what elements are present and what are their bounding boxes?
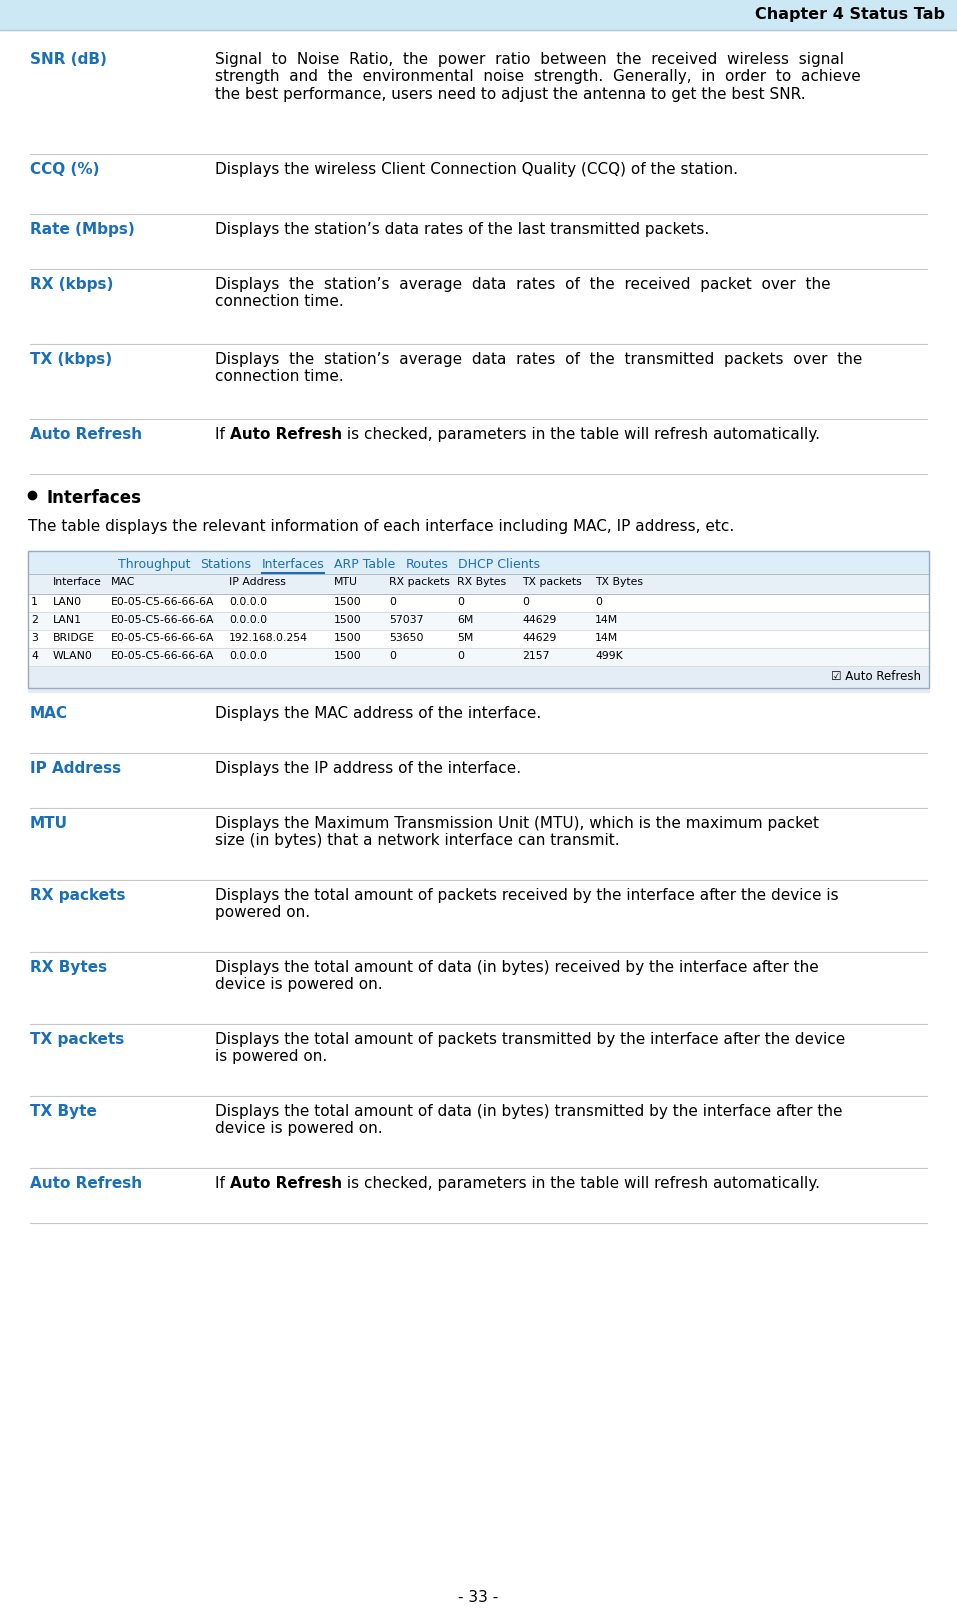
Bar [28,574,929,594]
Text: IP Address: IP Address [30,760,122,777]
Bar [28,630,929,648]
Text: Auto Refresh: Auto Refresh [230,427,342,441]
Text: Interface: Interface [53,577,101,586]
Text: Throughput: Throughput [118,557,190,570]
Text: LAN0: LAN0 [53,598,82,607]
Text: 0.0.0.0: 0.0.0.0 [229,598,267,607]
Bar [0,0,957,31]
Text: MTU: MTU [30,817,68,831]
Text: TX packets: TX packets [30,1033,124,1047]
Text: 499K: 499K [595,651,623,661]
Text: E0-05-C5-66-66-6A: E0-05-C5-66-66-6A [111,598,214,607]
Text: LAN1: LAN1 [53,615,82,625]
Text: TX packets: TX packets [522,577,582,586]
Bar [28,648,929,665]
Text: E0-05-C5-66-66-6A: E0-05-C5-66-66-6A [111,615,214,625]
Text: TX Bytes: TX Bytes [595,577,643,586]
Text: RX Bytes: RX Bytes [30,960,107,975]
Bar [28,612,929,630]
Text: If: If [215,427,230,441]
Text: WLAN0: WLAN0 [53,651,93,661]
Text: Auto Refresh: Auto Refresh [30,427,143,441]
Text: 1500: 1500 [334,633,362,643]
Text: Displays  the  station’s  average  data  rates  of  the  received  packet  over : Displays the station’s average data rate… [215,277,831,309]
Text: is checked, parameters in the table will refresh automatically.: is checked, parameters in the table will… [342,1176,820,1191]
Text: Interfaces: Interfaces [261,557,324,570]
Text: Displays the wireless Client Connection Quality (CCQ) of the station.: Displays the wireless Client Connection … [215,163,738,177]
Bar [28,594,929,612]
Text: is checked, parameters in the table will refresh automatically.: is checked, parameters in the table will… [342,427,820,441]
Text: BRIDGE: BRIDGE [53,633,95,643]
Text: ARP Table: ARP Table [334,557,395,570]
Text: DHCP Clients: DHCP Clients [458,557,541,570]
Text: 0: 0 [457,598,464,607]
Text: 53650: 53650 [389,633,424,643]
Text: Displays the station’s data rates of the last transmitted packets.: Displays the station’s data rates of the… [215,222,709,237]
Text: Displays the IP address of the interface.: Displays the IP address of the interface… [215,760,522,777]
Text: 0: 0 [595,598,602,607]
Text: The table displays the relevant information of each interface including MAC, IP : The table displays the relevant informat… [28,519,734,533]
Text: RX packets: RX packets [30,888,125,904]
Text: Chapter 4 Status Tab: Chapter 4 Status Tab [755,8,945,23]
Text: 0: 0 [389,598,396,607]
Text: RX (kbps): RX (kbps) [30,277,113,292]
Text: E0-05-C5-66-66-6A: E0-05-C5-66-66-6A [111,651,214,661]
Text: MAC: MAC [111,577,135,586]
Text: Displays the total amount of packets transmitted by the interface after the devi: Displays the total amount of packets tra… [215,1033,845,1065]
Text: Displays the total amount of packets received by the interface after the device : Displays the total amount of packets rec… [215,888,838,920]
Text: 1: 1 [31,598,38,607]
Bar [28,551,929,574]
Text: SNR (dB): SNR (dB) [30,52,107,68]
Text: 3: 3 [31,633,38,643]
Text: 2157: 2157 [522,651,549,661]
Text: Signal  to  Noise  Ratio,  the  power  ratio  between  the  received  wireless  : Signal to Noise Ratio, the power ratio b… [215,52,860,101]
Text: 192.168.0.254: 192.168.0.254 [229,633,308,643]
Text: 0.0.0.0: 0.0.0.0 [229,615,267,625]
Text: Displays the Maximum Transmission Unit (MTU), which is the maximum packet
size (: Displays the Maximum Transmission Unit (… [215,817,819,849]
Text: 1500: 1500 [334,598,362,607]
Text: 2: 2 [31,615,38,625]
Text: CCQ (%): CCQ (%) [30,163,100,177]
Text: 0.0.0.0: 0.0.0.0 [229,651,267,661]
Text: 14M: 14M [595,615,618,625]
Text: Displays the total amount of data (in bytes) received by the interface after the: Displays the total amount of data (in by… [215,960,819,992]
Text: Stations: Stations [201,557,252,570]
Text: 4: 4 [31,651,38,661]
Text: 1500: 1500 [334,651,362,661]
Text: ☑ Auto Refresh: ☑ Auto Refresh [831,670,921,683]
Text: IP Address: IP Address [229,577,286,586]
Text: RX Bytes: RX Bytes [457,577,506,586]
Text: 0: 0 [389,651,396,661]
Bar [28,551,929,688]
Text: Interfaces: Interfaces [46,490,141,507]
Text: Displays the MAC address of the interface.: Displays the MAC address of the interfac… [215,706,542,722]
Text: 5M: 5M [457,633,474,643]
Text: Routes: Routes [406,557,449,570]
Text: If: If [215,1176,230,1191]
Text: 0: 0 [457,651,464,661]
Text: TX Byte: TX Byte [30,1104,97,1120]
Text: 44629: 44629 [522,633,556,643]
Text: E0-05-C5-66-66-6A: E0-05-C5-66-66-6A [111,633,214,643]
Text: Auto Refresh: Auto Refresh [230,1176,342,1191]
Text: 1500: 1500 [334,615,362,625]
Text: Displays the total amount of data (in bytes) transmitted by the interface after : Displays the total amount of data (in by… [215,1104,842,1136]
Text: 14M: 14M [595,633,618,643]
Text: Auto Refresh: Auto Refresh [30,1176,143,1191]
Text: 6M: 6M [457,615,474,625]
Text: TX (kbps): TX (kbps) [30,351,112,367]
Text: - 33 -: - 33 - [458,1590,499,1605]
Text: MTU: MTU [334,577,358,586]
Text: 0: 0 [522,598,529,607]
Text: Rate (Mbps): Rate (Mbps) [30,222,135,237]
Text: MAC: MAC [30,706,68,722]
Text: 57037: 57037 [389,615,424,625]
Bar [28,551,929,693]
Text: 44629: 44629 [522,615,556,625]
Text: Displays  the  station’s  average  data  rates  of  the  transmitted  packets  o: Displays the station’s average data rate… [215,351,862,385]
Text: RX packets: RX packets [389,577,450,586]
